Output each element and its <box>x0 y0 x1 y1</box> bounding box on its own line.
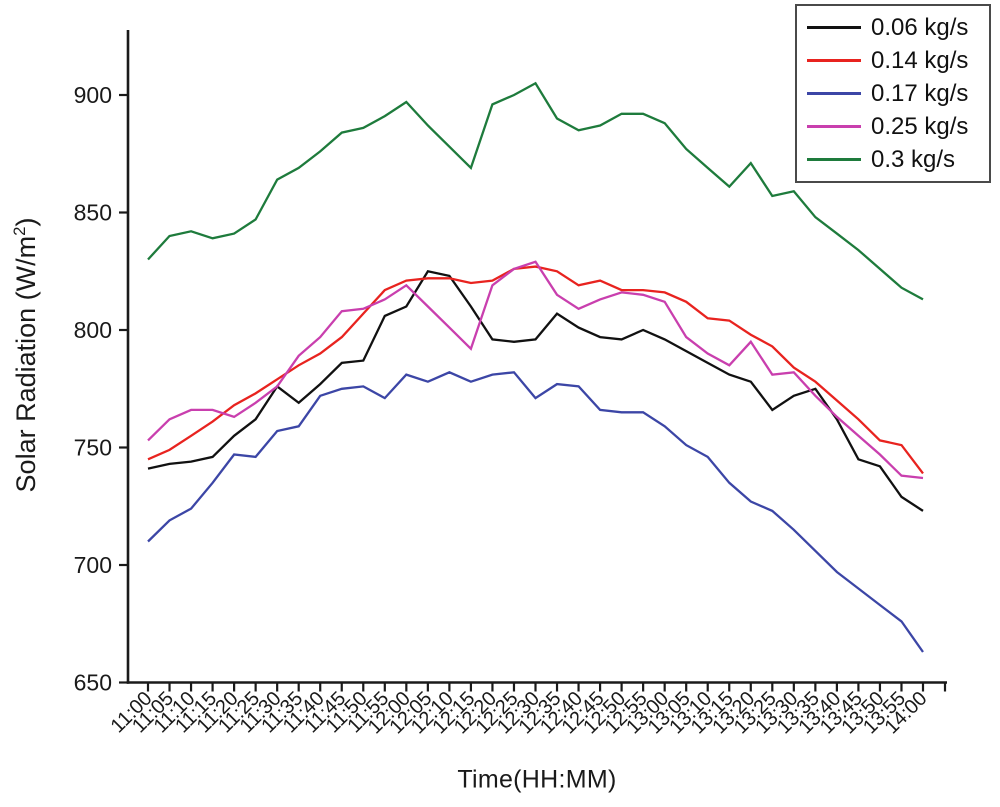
series-line-0-17-kg-s <box>147 371 924 653</box>
legend-item: 0.06 kg/s <box>807 11 981 44</box>
legend-line-sample <box>807 92 861 95</box>
legend-item-label: 0.25 kg/s <box>871 112 969 140</box>
series-line-0-06-kg-s <box>147 270 924 512</box>
y-axis-title: Solar Radiation (W/m2) <box>10 218 42 493</box>
y-tick-label: 800 <box>74 317 112 343</box>
legend-box: 0.06 kg/s 0.14 kg/s 0.17 kg/s 0.25 kg/s 0.3 … <box>795 4 991 183</box>
series-line-0-25-kg-s <box>147 260 924 480</box>
y-tick-label: 750 <box>74 435 112 461</box>
x-axis-title: Time(HH:MM) <box>457 765 617 794</box>
y-axis-title-text: Solar Radiation (W/m <box>11 235 41 493</box>
legend-item: 0.17 kg/s <box>807 77 981 110</box>
legend-line-sample <box>807 158 861 161</box>
legend-item-label: 0.14 kg/s <box>871 46 969 74</box>
series-line-0-3-kg-s <box>147 81 924 301</box>
y-tick-label: 650 <box>74 670 112 696</box>
legend-item-label: 0.06 kg/s <box>871 13 969 41</box>
legend-line-sample <box>807 26 861 29</box>
legend-item: 0.14 kg/s <box>807 44 981 77</box>
y-axis-title-suffix: ) <box>11 217 41 227</box>
series-line-0-14-kg-s <box>147 265 924 475</box>
legend-line-sample <box>807 59 861 62</box>
y-tick-label: 850 <box>74 200 112 226</box>
y-tick-label: 900 <box>74 82 112 108</box>
legend-item: 0.25 kg/s <box>807 110 981 143</box>
legend-item-label: 0.3 kg/s <box>871 145 956 173</box>
y-axis-title-superscript: 2 <box>10 226 29 236</box>
legend-line-sample <box>807 125 861 128</box>
legend-item: 0.3 kg/s <box>807 143 981 176</box>
legend-item-label: 0.17 kg/s <box>871 79 969 107</box>
y-tick-label: 700 <box>74 552 112 578</box>
